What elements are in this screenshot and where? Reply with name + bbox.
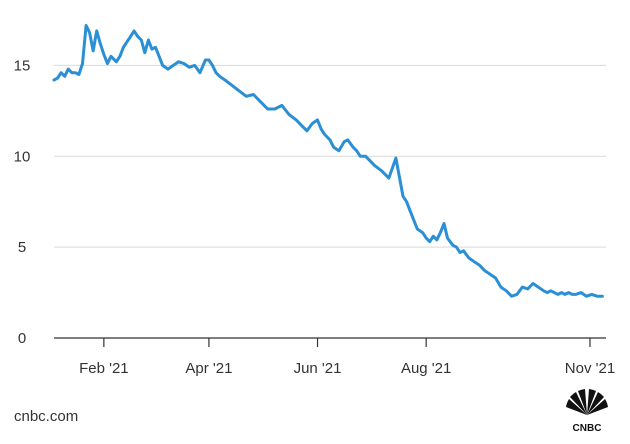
cnbc-peacock-logo: CNBC bbox=[566, 389, 608, 434]
y-tick-label: 10 bbox=[14, 148, 31, 165]
x-axis: Feb '21 Apr '21 Jun '21 Aug '21 Nov '21 bbox=[79, 338, 615, 377]
y-axis-tick-labels: 0 5 10 15 bbox=[14, 57, 31, 347]
x-tick-label: Nov '21 bbox=[565, 360, 615, 377]
svg-text:CNBC: CNBC bbox=[573, 423, 602, 434]
x-tick-label: Feb '21 bbox=[79, 360, 129, 377]
source-credit: cnbc.com bbox=[14, 408, 79, 425]
y-tick-label: 15 bbox=[14, 57, 31, 74]
y-tick-label: 5 bbox=[18, 239, 26, 256]
gridlines bbox=[54, 64, 606, 339]
x-tick-label: Aug '21 bbox=[401, 360, 451, 377]
x-tick-label: Jun '21 bbox=[294, 360, 342, 377]
y-tick-label: 0 bbox=[18, 330, 26, 347]
x-tick-label: Apr '21 bbox=[185, 360, 232, 377]
series-line bbox=[52, 24, 604, 298]
